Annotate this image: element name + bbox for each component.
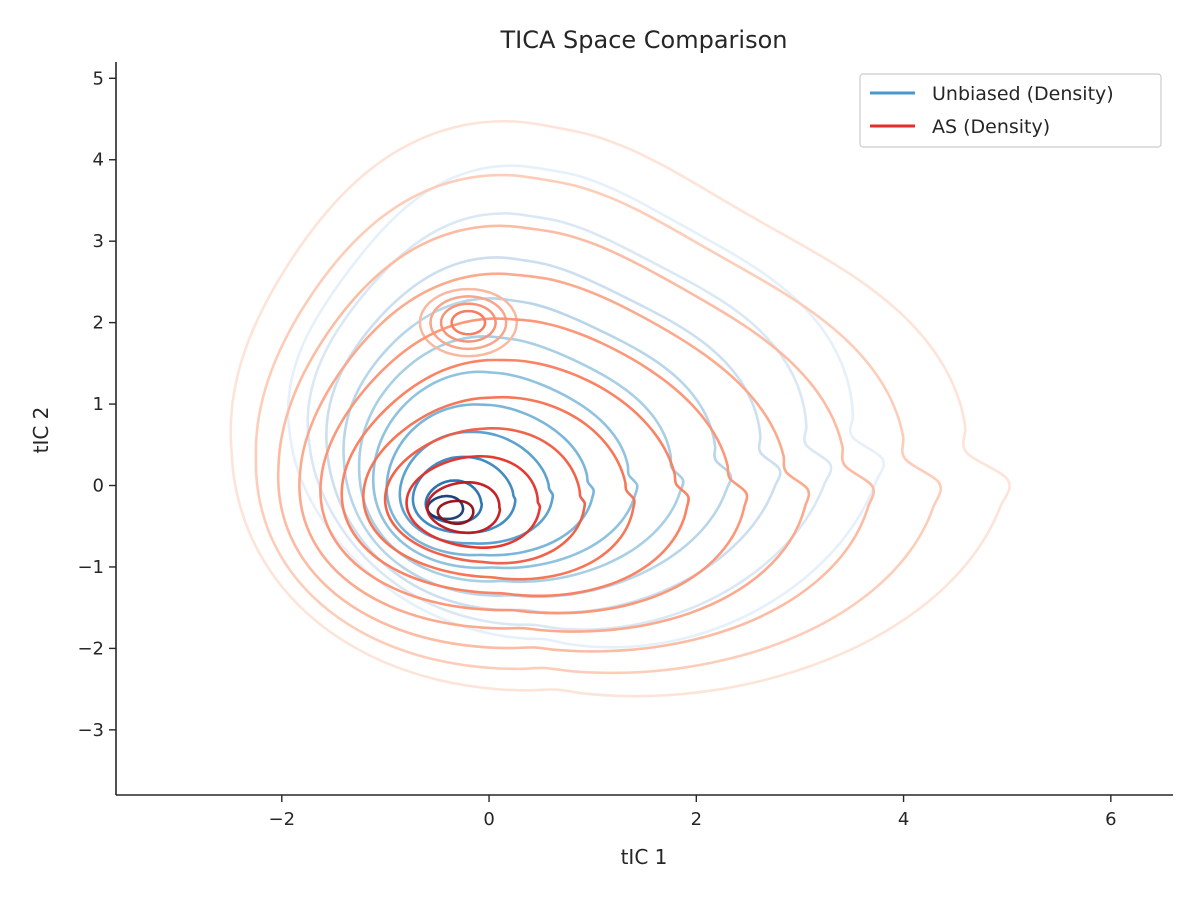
contour-1-level-4 (298, 272, 811, 633)
legend: Unbiased (Density) AS (Density) (859, 73, 1162, 148)
contour-layer (229, 119, 1011, 698)
contour-1-level-9 (405, 454, 542, 550)
y-ticks: −3 −2 −1 0 1 2 3 4 5 (77, 68, 116, 741)
contour-0-level-9 (411, 455, 517, 535)
legend-label-unbiased: Unbiased (Density) (932, 83, 1114, 105)
y-tick-label-6: 3 (93, 231, 104, 252)
x-tick-label-4: 6 (1105, 809, 1116, 830)
y-tick-label-5: 2 (93, 313, 104, 334)
contour-1-level-5 (319, 317, 749, 615)
y-tick-label-1: −2 (77, 638, 104, 659)
contour-1-secondary-level-6 (450, 309, 487, 336)
y-tick-label-3: 0 (93, 476, 104, 497)
contour-0-level-11 (426, 494, 465, 521)
contour-1-secondary-level-4 (429, 295, 508, 351)
contour-1-level-2 (254, 173, 943, 675)
contour-0-level-2 (306, 212, 833, 631)
contour-1-level-3 (276, 224, 875, 653)
contour-0-level-4 (342, 297, 733, 599)
x-axis-label: tIC 1 (621, 845, 668, 869)
legend-box (859, 73, 1162, 148)
axes (115, 62, 1173, 796)
y-tick-label-2: −1 (77, 557, 104, 578)
y-tick-label-7: 4 (93, 150, 104, 171)
contour-0-level-5 (357, 335, 685, 584)
contour-1-level-10 (425, 480, 502, 535)
contour-1-level-6 (340, 358, 690, 598)
contour-1-level-1 (229, 119, 1011, 698)
contour-1-level-8 (383, 427, 587, 565)
chart-title: TICA Space Comparison (499, 26, 787, 54)
contour-1-secondary-level-3 (418, 287, 518, 358)
contour-series-0 (286, 164, 886, 649)
legend-label-as: AS (Density) (932, 116, 1050, 138)
contour-0-level-6 (371, 370, 639, 570)
y-tick-label-8: 5 (93, 68, 104, 89)
y-tick-label-0: −3 (77, 720, 104, 741)
x-tick-label-2: 2 (691, 809, 702, 830)
y-axis-label: tIC 2 (29, 407, 53, 454)
contour-0-level-7 (385, 403, 596, 557)
contour-1-level-7 (362, 395, 636, 581)
y-tick-label-4: 1 (93, 394, 104, 415)
contour-series-1 (229, 119, 1011, 698)
x-tick-label-1: 0 (483, 809, 494, 830)
x-ticks: −2 0 2 4 6 (269, 795, 1117, 830)
x-tick-label-0: −2 (269, 809, 296, 830)
x-tick-label-3: 4 (898, 809, 909, 830)
contour-1-secondary-level-5 (439, 302, 497, 343)
contour-1-level-11 (436, 499, 475, 526)
contour-0-level-1 (286, 164, 886, 649)
contour-0-level-8 (398, 430, 555, 545)
